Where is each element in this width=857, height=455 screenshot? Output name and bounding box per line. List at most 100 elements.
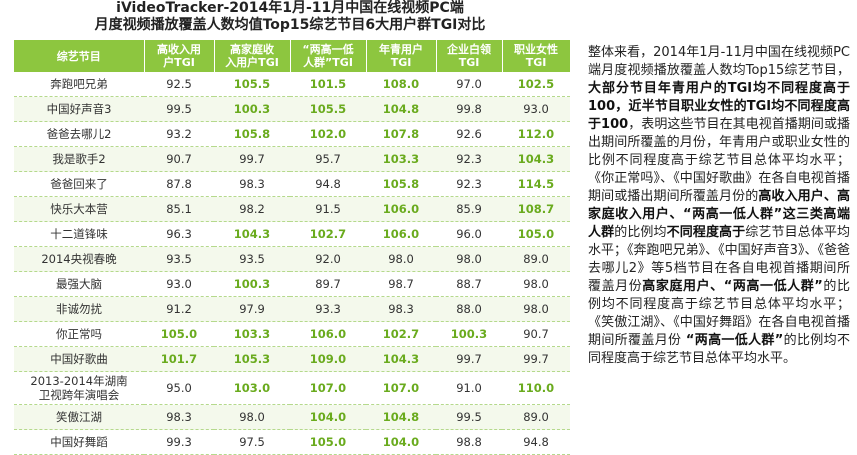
tgi-value-cell: 98.0: [502, 271, 570, 297]
column-header-1: 高收入用 户TGI: [144, 40, 215, 72]
column-header-text: TGI: [458, 56, 480, 69]
column-header-text: 高收入用: [157, 43, 201, 56]
tgi-value-cell: 98.7: [366, 271, 436, 297]
tgi-value-cell: 93.2: [144, 121, 214, 147]
tgi-value-cell: 99.7: [502, 346, 570, 372]
tgi-value-cell: 94.8: [502, 429, 570, 455]
tgi-value-cell: 108.7: [502, 196, 570, 222]
tgi-value-cell: 98.3: [144, 404, 214, 430]
program-name: 中国好歌曲: [14, 346, 144, 372]
program-name: 2014央视春晚: [14, 246, 144, 272]
tgi-value-cell: 98.8: [436, 429, 502, 455]
tgi-value-cell: 98.0: [436, 246, 502, 272]
program-name: 非诚勿扰: [14, 296, 144, 322]
column-header-text: “两高一低: [302, 43, 354, 56]
table-row: 中国好声音3 99.5 100.3 105.5 104.8 99.8 93.0: [14, 96, 570, 122]
body-text: 的比例均不同程度高于综艺节目总体平均水平；《笑傲江湖》、《中国好舞蹈》在各自电视…: [588, 279, 850, 348]
tgi-value-cell: 91.5: [290, 196, 366, 222]
tgi-value-cell: 114.5: [502, 171, 570, 197]
tgi-value-cell: 92.6: [436, 121, 502, 147]
tgi-value-cell: 107.8: [366, 121, 436, 147]
emphasis-text: “两高一低人群”: [685, 333, 784, 348]
program-name: 爸爸回来了: [14, 171, 144, 197]
tgi-value-cell: 103.3: [214, 321, 290, 347]
tgi-value-cell: 106.0: [290, 321, 366, 347]
emphasis-text: 大部分节目年青用户的TGI均不同程度高于100，近半节目职业女性的TGI均不同程…: [588, 81, 850, 132]
tgi-value-cell: 99.7: [214, 146, 290, 172]
tgi-value-cell: 107.0: [366, 371, 436, 405]
tgi-value-cell: 100.3: [214, 271, 290, 297]
table-row: 爸爸回来了 87.8 98.3 94.8 105.8 92.3 114.5: [14, 171, 570, 197]
emphasis-text: 不同程度高于: [666, 225, 746, 240]
tgi-value-cell: 109.0: [290, 346, 366, 372]
program-name: 笑傲江湖: [14, 404, 144, 430]
tgi-value-cell: 98.2: [214, 196, 290, 222]
table-row: 中国好舞蹈 99.3 97.5 105.0 104.0 98.8 94.8: [14, 429, 570, 455]
tgi-value-cell: 92.3: [436, 146, 502, 172]
column-header-6: 职业女性 TGI: [502, 40, 571, 72]
column-header-0: 综艺节目: [14, 40, 145, 72]
emphasis-text: 高收入用户、高家庭收入用户、“两高一低人群”这三类高端人群: [588, 189, 850, 240]
program-name: 最强大脑: [14, 271, 144, 297]
tgi-value-cell: 87.8: [144, 171, 214, 197]
tgi-value-cell: 110.0: [502, 371, 570, 405]
column-header-text: TGI: [390, 56, 412, 69]
tgi-value-cell: 101.5: [290, 72, 366, 97]
tgi-value-cell: 85.1: [144, 196, 214, 222]
tgi-value-cell: 99.7: [436, 346, 502, 372]
table-row: 非诚勿扰 91.2 97.9 93.3 98.3 88.0 98.0: [14, 296, 570, 322]
tgi-value-cell: 92.0: [290, 246, 366, 272]
column-header-5: 企业白领 TGI: [436, 40, 503, 72]
column-header-text: TGI: [525, 56, 547, 69]
tgi-value-cell: 105.3: [214, 346, 290, 372]
tgi-value-cell: 104.3: [366, 346, 436, 372]
tgi-value-cell: 98.0: [214, 404, 290, 430]
tgi-value-cell: 97.9: [214, 296, 290, 322]
column-header-text: 入用户TGI: [225, 56, 279, 69]
tgi-value-cell: 98.0: [366, 246, 436, 272]
tgi-value-cell: 94.8: [290, 171, 366, 197]
program-name-line: 卫视跨年演唱会: [38, 388, 120, 402]
tgi-value-cell: 102.7: [290, 221, 366, 247]
tgi-value-cell: 96.0: [436, 221, 502, 247]
table-row: 快乐大本营 85.1 98.2 91.5 106.0 85.9 108.7: [14, 196, 570, 222]
tgi-value-cell: 104.8: [366, 96, 436, 122]
tgi-value-cell: 92.3: [436, 171, 502, 197]
tgi-value-cell: 103.0: [214, 371, 290, 405]
table-row: 奔跑吧兄弟 92.5 105.5 101.5 108.0 97.0 102.5: [14, 72, 570, 97]
program-name: 中国好舞蹈: [14, 429, 144, 455]
table-row: 中国好歌曲 101.7 105.3 109.0 104.3 99.7 99.7: [14, 346, 570, 372]
tgi-value-cell: 105.0: [290, 429, 366, 455]
program-name: 中国好声音3: [14, 96, 144, 122]
emphasis-text: 高家庭用户、“两高一低人群”: [642, 279, 823, 294]
tgi-value-cell: 97.0: [436, 72, 502, 97]
tgi-value-cell: 102.5: [502, 72, 570, 97]
tgi-value-cell: 100.3: [214, 96, 290, 122]
table-body: 奔跑吧兄弟 92.5 105.5 101.5 108.0 97.0 102.5 中国好声音3 9…: [14, 72, 570, 455]
tgi-value-cell: 104.3: [214, 221, 290, 247]
column-header-3: “两高一低 人群”TGI: [290, 40, 367, 72]
tgi-value-cell: 102.7: [366, 321, 436, 347]
program-name: 你正常吗: [14, 321, 144, 347]
tgi-value-cell: 101.7: [144, 346, 214, 372]
tgi-value-cell: 99.5: [144, 96, 214, 122]
table-row: 2014央视春晚 93.5 93.5 92.0 98.0 98.0 89.0: [14, 246, 570, 272]
tgi-value-cell: 93.0: [502, 96, 570, 122]
tgi-value-cell: 89.0: [502, 404, 570, 430]
tgi-value-cell: 102.0: [290, 121, 366, 147]
tgi-value-cell: 105.0: [144, 321, 214, 347]
column-header-4: 年青用户 TGI: [366, 40, 437, 72]
program-name: 十二道锋味: [14, 221, 144, 247]
tgi-value-cell: 91.0: [436, 371, 502, 405]
table-row: 2013-2014年湖南 卫视跨年演唱会 95.0 103.0 107.0 107.0 91…: [14, 371, 570, 405]
tgi-value-cell: 97.5: [214, 429, 290, 455]
table-row: 笑傲江湖 98.3 98.0 104.0 104.8 99.5 89.0: [14, 404, 570, 430]
column-header-text: 年青用户: [379, 43, 423, 56]
title-line-2: 月度视频播放覆盖人数均值Top15综艺节目6大用户群TGI对比: [94, 17, 486, 33]
tgi-value-cell: 99.5: [436, 404, 502, 430]
table-header-row: 综艺节目 高收入用 户TGI 高家庭收 入用户TGI “两高一低 人群”TGI 年青用户 TGI…: [14, 40, 571, 72]
tgi-value-cell: 106.0: [366, 221, 436, 247]
body-text: 的比例均: [614, 225, 667, 240]
tgi-value-cell: 98.0: [502, 296, 570, 322]
tgi-value-cell: 91.2: [144, 296, 214, 322]
